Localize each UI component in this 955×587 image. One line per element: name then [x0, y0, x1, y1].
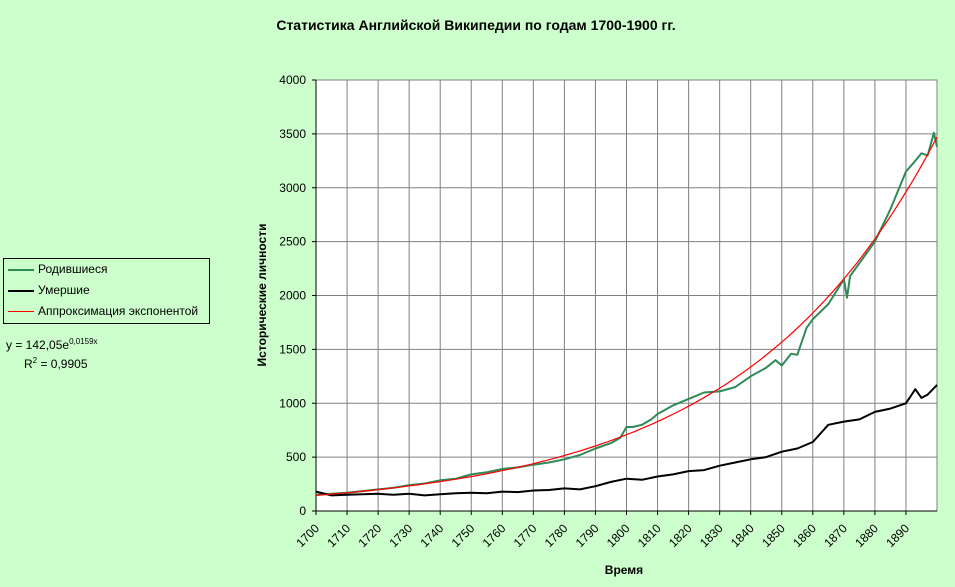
x-tick-label: 1810 — [635, 521, 664, 550]
x-tick-label: 1840 — [728, 521, 757, 550]
legend-label-fit: Аппроксимация экспонентой — [38, 304, 199, 318]
x-axis-label: Время — [605, 563, 643, 577]
y-tick-label: 3000 — [279, 181, 306, 195]
y-tick-label: 1000 — [279, 396, 306, 410]
x-tick-label: 1780 — [542, 521, 571, 550]
y-tick-label: 2000 — [279, 289, 306, 303]
legend-item-deaths: Умершие — [8, 281, 208, 299]
x-tick-label: 1790 — [573, 521, 602, 550]
x-axis: 1700 1710 1720 1730 1740 1750 1760 1770 1780 1790… — [293, 510, 937, 550]
legend-swatch-deaths — [8, 290, 34, 292]
series-lines — [315, 131, 938, 497]
x-tick-label: 1850 — [759, 521, 788, 550]
x-tick-label: 1880 — [852, 521, 881, 550]
y-axis-label: Исторические личности — [255, 224, 269, 367]
legend-swatch-fit — [8, 311, 34, 312]
y-tick-label: 500 — [286, 450, 306, 464]
x-tick-label: 1740 — [418, 521, 447, 550]
x-tick-label: 1720 — [355, 521, 384, 550]
y-tick-label: 4000 — [279, 73, 306, 87]
legend-label-deaths: Умершие — [38, 283, 90, 297]
x-tick-label: 1800 — [604, 521, 633, 550]
x-tick-label: 1760 — [480, 521, 509, 550]
equation-line: y = 142,05e0,0159x — [6, 337, 98, 352]
series-line-deaths — [315, 384, 938, 497]
series-line-births — [315, 131, 938, 496]
x-tick-label: 1820 — [666, 521, 695, 550]
x-tick-label: 1710 — [324, 521, 353, 550]
chart-title: Статистика Английской Википедии по годам… — [276, 17, 675, 33]
x-tick-label: 1830 — [697, 521, 726, 550]
x-tick-label: 1700 — [293, 521, 322, 550]
y-tick-label: 0 — [299, 504, 306, 518]
x-tick-label: 1770 — [511, 521, 540, 550]
series-line-fit — [315, 136, 938, 496]
legend-item-fit: Аппроксимация экспонентой — [8, 302, 208, 320]
legend-label-births: Родившиеся — [38, 262, 108, 276]
y-axis: 0 500 1000 1500 2000 2500 3000 3500 4000 — [279, 73, 317, 518]
x-tick-label: 1730 — [386, 521, 415, 550]
x-tick-label: 1860 — [790, 521, 819, 550]
legend-item-births: Родившиеся — [8, 260, 208, 278]
y-tick-label: 1500 — [279, 342, 306, 356]
r-squared-line: R2 = 0,9905 — [24, 356, 88, 371]
legend-swatch-births — [8, 269, 34, 271]
y-tick-label: 3500 — [279, 127, 306, 141]
legend: Родившиеся Умершие Аппроксимация экспоне… — [3, 258, 210, 324]
x-tick-label: 1870 — [821, 521, 850, 550]
y-tick-label: 2500 — [279, 235, 306, 249]
x-tick-label: 1750 — [449, 521, 478, 550]
trendline-equation: y = 142,05e0,0159x R2 = 0,9905 — [6, 334, 98, 372]
grid — [316, 79, 937, 512]
x-tick-label: 1890 — [883, 521, 912, 550]
